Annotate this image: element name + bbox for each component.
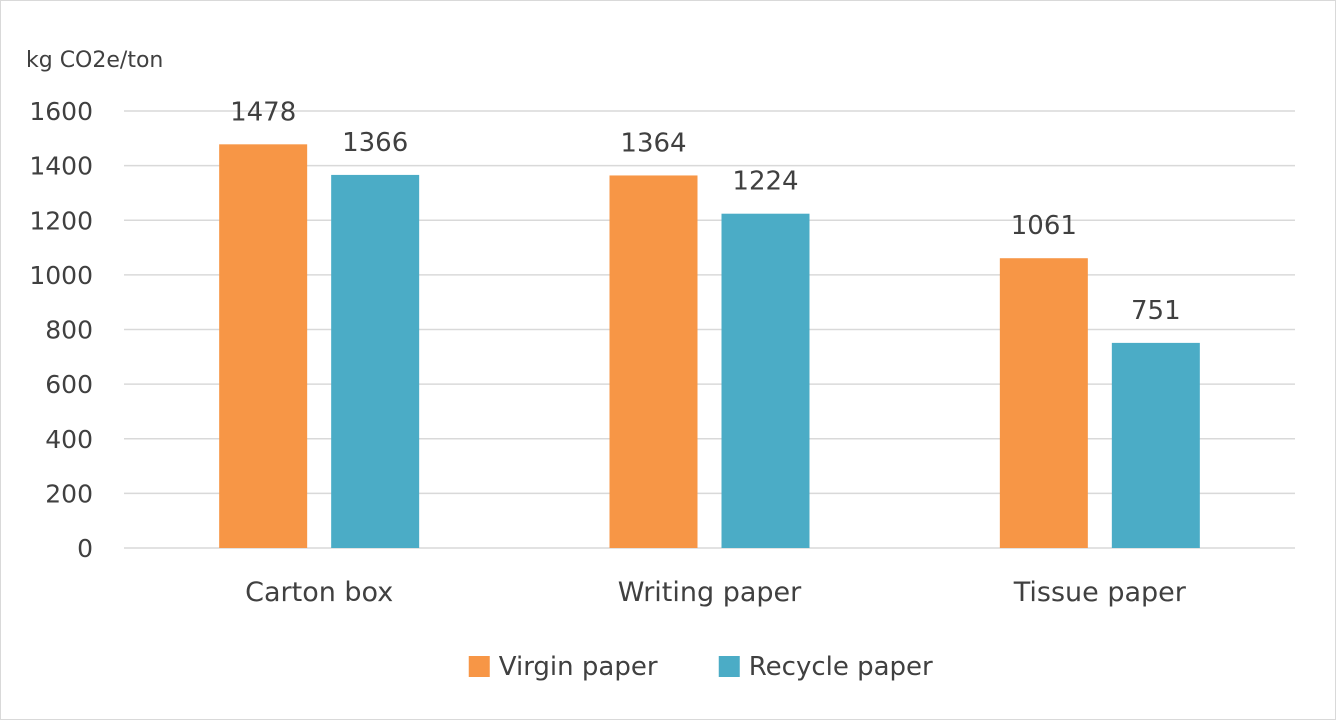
x-category-label: Tissue paper	[1013, 577, 1187, 608]
legend-item-virgin-paper: Virgin paper	[468, 652, 658, 682]
gridlines	[124, 110, 1295, 549]
x-category-label: Carton box	[245, 577, 393, 608]
y-tick-label: 1000	[29, 261, 93, 290]
data-label: 1364	[620, 128, 686, 158]
x-category-label: Writing paper	[618, 577, 802, 608]
bar-recycle-paper	[331, 174, 420, 548]
legend-swatch	[718, 656, 740, 677]
y-tick-label: 0	[77, 534, 93, 563]
legend-label: Virgin paper	[499, 652, 658, 682]
y-tick-label: 400	[45, 425, 93, 454]
data-label: 751	[1131, 296, 1181, 326]
data-label: 1478	[230, 97, 296, 127]
legend: Virgin paper Recycle paper	[468, 652, 933, 682]
bar-virgin-paper	[219, 144, 308, 549]
data-label: 1061	[1011, 211, 1077, 241]
bars	[219, 144, 1200, 549]
bar-virgin-paper	[609, 175, 698, 548]
y-tick-label: 200	[45, 479, 93, 508]
y-tick-label: 1400	[29, 152, 93, 181]
legend-swatch	[468, 656, 490, 677]
legend-label: Recycle paper	[749, 652, 933, 682]
y-tick-label: 600	[45, 370, 93, 399]
x-axis-categories: Carton box Writing paper Tissue paper	[245, 577, 1187, 608]
data-label: 1224	[732, 167, 798, 197]
data-label: 1366	[342, 128, 408, 158]
y-tick-label: 800	[45, 316, 93, 345]
y-tick-label: 1600	[29, 97, 93, 126]
y-axis-unit-label: kg CO2e/ton	[26, 48, 163, 73]
y-axis-ticks: 0 200 400 600 800 1000 1200 1400 1600	[29, 97, 93, 563]
bar-recycle-paper	[1111, 342, 1200, 548]
bar-recycle-paper	[721, 213, 810, 548]
bar-virgin-paper	[999, 258, 1088, 548]
y-tick-label: 1200	[29, 206, 93, 235]
legend-item-recycle-paper: Recycle paper	[718, 652, 933, 682]
data-labels: 1478 1366 1364 1224 1061 751	[230, 97, 1181, 326]
